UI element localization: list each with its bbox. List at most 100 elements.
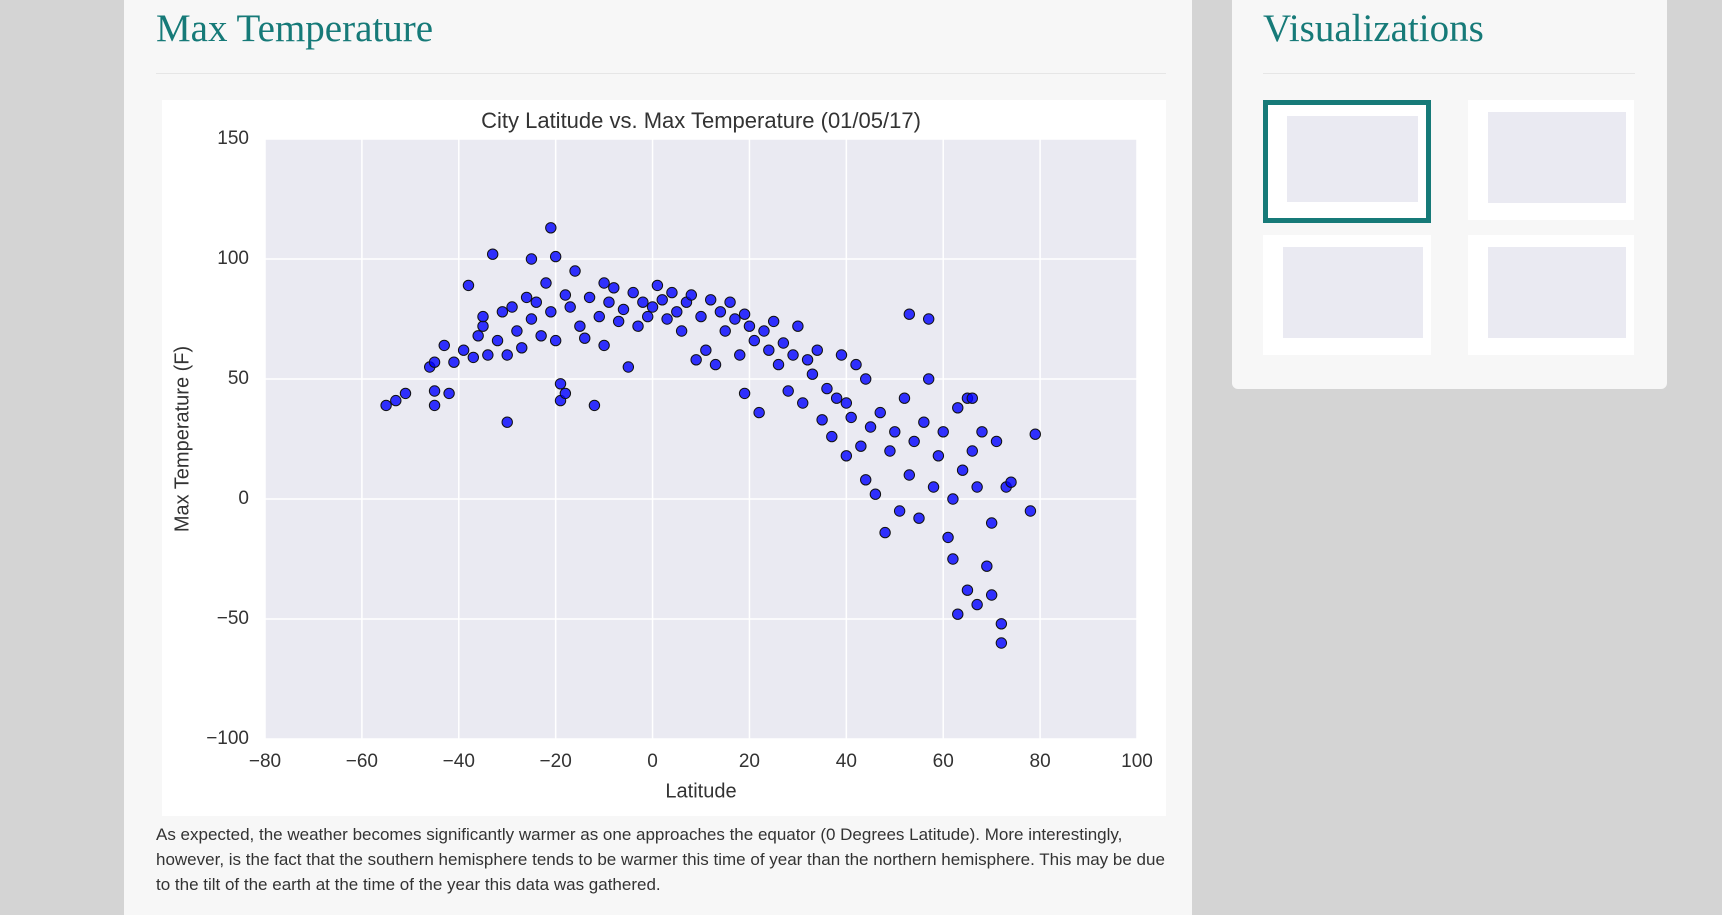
- data-point: [545, 222, 557, 234]
- data-point: [860, 474, 872, 486]
- plot-area: [265, 139, 1137, 739]
- data-point: [598, 277, 610, 289]
- data-point: [491, 334, 504, 347]
- x-tick-label: 60: [933, 751, 954, 772]
- data-point: [535, 330, 547, 342]
- caption: As expected, the weather becomes signifi…: [156, 825, 1165, 894]
- data-point: [666, 286, 678, 299]
- data-point: [952, 402, 964, 414]
- data-point: [918, 416, 930, 428]
- data-point: [719, 325, 731, 337]
- data-point: [482, 349, 494, 361]
- data-point: [864, 421, 877, 433]
- data-point: [545, 306, 557, 318]
- data-point: [428, 356, 441, 368]
- data-point: [646, 301, 659, 313]
- data-point: [448, 356, 460, 368]
- divider: [1263, 73, 1635, 74]
- thumbnail[interactable]: [1468, 235, 1634, 355]
- data-point: [966, 445, 978, 457]
- data-point: [811, 344, 823, 356]
- data-point: [380, 399, 392, 412]
- y-axis-label: Max Temperature (F): [171, 346, 193, 532]
- data-point: [840, 397, 853, 409]
- data-point: [462, 279, 475, 292]
- data-point: [695, 310, 707, 323]
- thumbnail[interactable]: [1263, 100, 1431, 223]
- data-point: [574, 320, 586, 332]
- data-point: [927, 481, 940, 493]
- data-point: [520, 291, 533, 304]
- data-point: [835, 349, 848, 361]
- data-point: [956, 464, 969, 476]
- y-tick-label: 0: [238, 488, 249, 509]
- data-point: [477, 310, 489, 323]
- data-point: [467, 351, 480, 364]
- data-point: [850, 358, 862, 371]
- data-point: [884, 445, 896, 457]
- data-point: [525, 253, 538, 265]
- data-point: [603, 296, 615, 308]
- data-point: [598, 339, 610, 352]
- data-point: [540, 277, 552, 289]
- data-point: [685, 289, 698, 301]
- data-point: [1029, 428, 1041, 440]
- data-point: [767, 315, 780, 328]
- data-point: [826, 430, 838, 443]
- data-point: [559, 387, 572, 400]
- data-point: [743, 320, 756, 332]
- data-point: [947, 493, 959, 505]
- data-point: [908, 435, 920, 448]
- data-point: [593, 310, 605, 323]
- data-point: [709, 358, 722, 371]
- data-point: [903, 469, 916, 481]
- data-point: [1024, 505, 1037, 517]
- data-point: [860, 373, 872, 385]
- data-point: [758, 325, 770, 337]
- x-tick-label: 40: [836, 751, 857, 772]
- data-point: [971, 598, 983, 611]
- data-point: [554, 378, 567, 390]
- data-point: [985, 517, 998, 529]
- data-point: [966, 392, 978, 404]
- data-point: [995, 637, 1008, 649]
- data-point: [622, 361, 635, 373]
- x-tick-label: −80: [249, 751, 281, 772]
- data-point: [583, 291, 596, 304]
- data-point: [428, 399, 441, 412]
- data-point: [806, 368, 819, 380]
- data-point: [588, 399, 601, 412]
- data-point: [501, 349, 513, 361]
- data-point: [782, 385, 794, 397]
- data-point: [840, 450, 853, 462]
- data-point: [961, 584, 974, 596]
- data-point: [797, 397, 809, 409]
- data-point: [530, 296, 542, 308]
- data-point: [985, 589, 998, 601]
- data-point: [976, 426, 988, 438]
- data-point: [661, 313, 673, 325]
- x-tick-label: −20: [540, 751, 572, 772]
- y-tick-label: 100: [217, 248, 249, 269]
- data-point: [390, 394, 402, 407]
- data-point: [792, 320, 804, 332]
- data-point: [724, 296, 736, 308]
- data-point: [981, 560, 993, 572]
- data-point: [801, 354, 814, 366]
- data-point: [990, 435, 1003, 448]
- data-point: [612, 315, 625, 328]
- x-tick-label: 100: [1121, 751, 1153, 772]
- x-tick-label: −40: [443, 751, 475, 772]
- data-point: [704, 294, 717, 306]
- data-point: [651, 279, 664, 292]
- data-point: [399, 387, 412, 400]
- data-point: [763, 344, 775, 356]
- x-tick-label: 20: [739, 751, 760, 772]
- thumbnail[interactable]: [1263, 235, 1431, 355]
- x-tick-label: 80: [1030, 751, 1051, 772]
- data-point: [753, 406, 765, 419]
- thumbnail[interactable]: [1468, 100, 1634, 220]
- data-point: [569, 265, 581, 277]
- data-point: [777, 337, 790, 349]
